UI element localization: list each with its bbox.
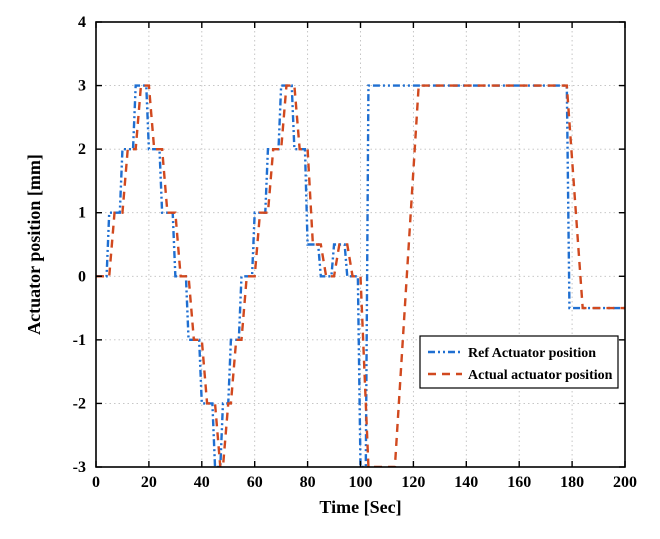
y-axis-label: Actuator position [mm] [24,154,44,335]
x-axis-label: Time [Sec] [319,497,401,517]
ytick-label: 4 [78,14,86,31]
ytick-label: 0 [78,268,86,285]
xtick-label: 140 [454,474,478,491]
figure-container: { "chart": { "type": "line", "width": 66… [0,0,660,539]
ytick-label: 1 [78,205,86,222]
xtick-label: 80 [300,474,316,491]
xtick-label: 100 [349,474,373,491]
xtick-label: 200 [613,474,637,491]
ytick-label: -1 [73,332,86,349]
xtick-label: 20 [141,474,157,491]
xtick-label: 180 [560,474,584,491]
xtick-label: 120 [401,474,425,491]
ytick-label: 2 [78,141,86,158]
xtick-label: 60 [247,474,263,491]
ytick-label: -3 [73,459,86,476]
xtick-label: 40 [194,474,210,491]
xtick-label: 160 [507,474,531,491]
legend-label: Ref Actuator position [468,346,596,361]
xtick-label: 0 [92,474,100,491]
legend-label: Actual actuator position [468,368,613,383]
ytick-label: -2 [73,395,86,412]
ytick-label: 3 [78,78,86,95]
chart-svg: 0 20 40 60 80 100 120 140 160 180 200 -3 -2 -1 0 1 2 3 4 Ti… [0,0,660,539]
